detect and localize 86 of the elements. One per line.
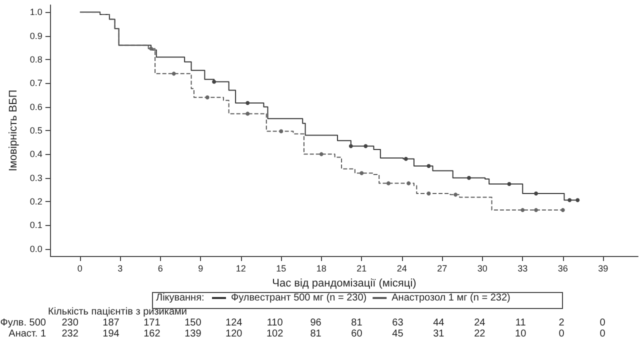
text: 31 <box>433 328 445 340</box>
point <box>534 191 538 196</box>
text: 45 <box>392 328 404 340</box>
legend-label: Анастрозол 1 мг (n = 232) <box>392 292 510 304</box>
x-tick-label: 24 <box>396 264 407 274</box>
y-axis-title: Імовірність ВБП <box>8 90 20 172</box>
text: Кількість пацієнтів з ризиками <box>48 306 187 318</box>
y-tick-label: 0.4 <box>30 149 42 160</box>
point <box>212 80 216 84</box>
text: 120 <box>226 328 243 340</box>
text: 171 <box>144 318 161 328</box>
legend-title: Лікування: <box>156 292 204 304</box>
point <box>279 129 284 134</box>
x-tick-label: 27 <box>437 264 448 274</box>
y-tick-label: 0.8 <box>30 54 42 64</box>
point <box>426 164 431 168</box>
point <box>560 208 565 212</box>
text: 139 <box>184 328 202 340</box>
text: 0 <box>558 328 565 340</box>
point <box>364 144 368 148</box>
text: 10 <box>515 328 527 340</box>
y-tick-label: 0.0 <box>30 244 42 254</box>
y-tick-label: 0.6 <box>30 102 42 112</box>
text: Анаст. 1 <box>8 328 46 340</box>
text: 96 <box>310 318 322 328</box>
text: 22 <box>474 328 486 340</box>
text: 81 <box>351 318 363 328</box>
text: 11 <box>515 318 526 328</box>
x-tick-label: 33 <box>518 264 528 274</box>
legend-label: Фулвестрант 500 мг (n = 230) <box>231 292 367 304</box>
point <box>348 144 353 148</box>
x-axis-title: Час від рандомізації (місяці) <box>272 278 416 290</box>
point <box>172 72 176 76</box>
x-tick-label: 30 <box>477 264 488 274</box>
point <box>406 181 411 186</box>
point <box>520 208 525 212</box>
y-tick-label: 0.2 <box>30 196 42 207</box>
point <box>319 152 324 156</box>
point <box>426 191 431 196</box>
text: 2 <box>558 318 565 328</box>
point <box>386 181 390 186</box>
y-tick-label: 0.7 <box>30 78 42 88</box>
text: 230 <box>62 318 79 328</box>
point <box>454 192 458 197</box>
x-tick-label: 9 <box>198 264 204 274</box>
x-tick-label: 12 <box>236 264 246 274</box>
point <box>507 182 512 186</box>
text: 110 <box>266 318 284 328</box>
text: 194 <box>102 328 120 340</box>
y-tick-label: 1.0 <box>30 7 42 18</box>
point <box>360 171 364 176</box>
text: 187 <box>102 318 120 328</box>
text: 150 <box>184 318 202 328</box>
text: 0 <box>600 318 606 328</box>
x-tick-label: 18 <box>316 264 326 274</box>
text: 81 <box>310 328 322 340</box>
x-tick-label: 15 <box>276 264 286 274</box>
point <box>404 156 408 161</box>
point <box>466 176 471 180</box>
x-tick-label: 0 <box>77 264 82 274</box>
x-tick-label: 21 <box>356 264 367 274</box>
y-tick-label: 0.1 <box>30 220 42 230</box>
text: 24 <box>474 318 486 328</box>
text: 63 <box>392 318 404 328</box>
point <box>246 101 250 106</box>
point <box>576 198 580 202</box>
y-tick-label: 0.9 <box>30 30 42 41</box>
x-tick-label: 6 <box>158 264 163 274</box>
x-tick-label: 36 <box>558 264 568 274</box>
text: 162 <box>144 328 161 340</box>
y-tick-label: 0.3 <box>30 172 42 183</box>
text: Фулв. 500 <box>0 318 46 328</box>
point <box>246 112 250 116</box>
x-tick-label: 3 <box>118 264 123 274</box>
x-tick-label: 39 <box>598 264 608 274</box>
point <box>534 208 538 212</box>
text: 60 <box>351 328 363 340</box>
text: 44 <box>433 318 445 328</box>
point <box>205 95 210 100</box>
point <box>568 198 572 202</box>
text: 102 <box>266 328 284 340</box>
point <box>149 46 154 51</box>
y-tick-label: 0.5 <box>30 126 42 136</box>
text: 232 <box>62 328 79 340</box>
text: 124 <box>226 318 243 328</box>
text: 0 <box>600 328 606 340</box>
